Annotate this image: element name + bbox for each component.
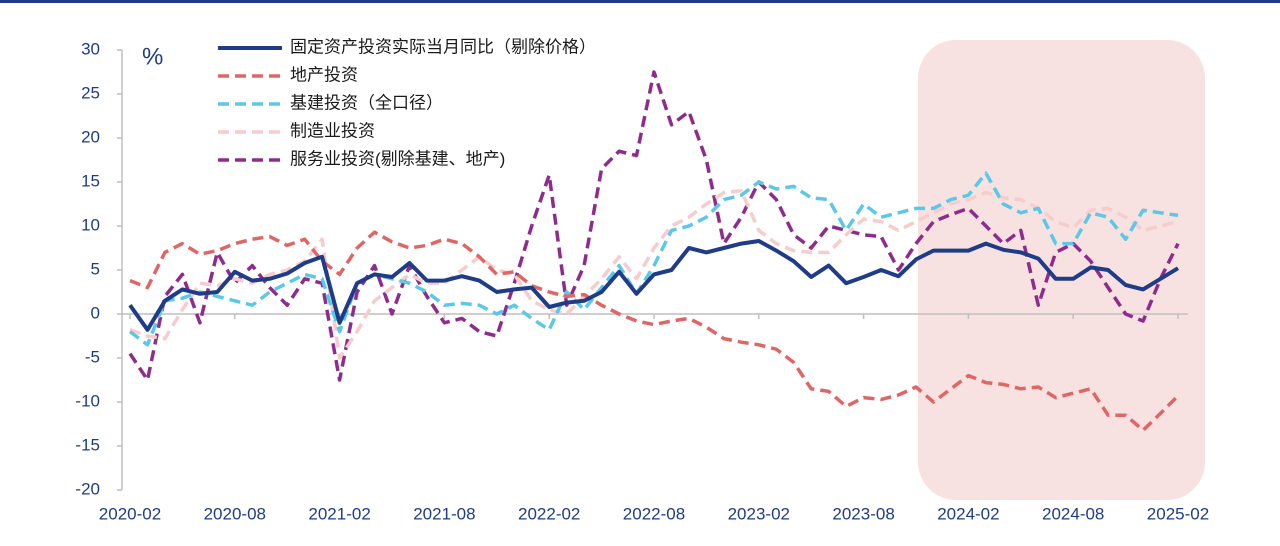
top-border [0, 0, 1280, 3]
y-tick-label: -20 [75, 479, 100, 498]
y-tick-label: 25 [81, 83, 100, 102]
y-tick-label: 30 [81, 39, 100, 58]
series-line [128, 171, 1179, 347]
y-tick-label: 5 [91, 259, 100, 278]
x-tick-label: 2025-02 [1147, 504, 1209, 523]
x-tick-label: 2023-02 [728, 504, 790, 523]
x-tick-label: 2024-08 [1042, 504, 1104, 523]
x-tick-label: 2021-02 [308, 504, 370, 523]
legend-label: 固定资产投资实际当月同比（剔除价格） [290, 37, 596, 56]
y-tick-label: 15 [81, 171, 100, 190]
legend-label: 制造业投资 [290, 121, 375, 140]
y-tick-label: 0 [91, 303, 100, 322]
legend-label: 服务业投资(剔除基建、地产) [290, 149, 505, 168]
highlight-region [918, 40, 1205, 500]
x-tick-label: 2020-02 [99, 504, 161, 523]
y-tick-label: -15 [75, 435, 100, 454]
y-tick-label: 10 [81, 215, 100, 234]
x-tick-label: 2021-08 [413, 504, 475, 523]
x-tick-label: 2022-08 [623, 504, 685, 523]
legend-label: 基建投资（全口径） [290, 93, 443, 112]
y-tick-label: 20 [81, 127, 100, 146]
series-line [128, 239, 1180, 332]
x-tick-label: 2024-02 [937, 504, 999, 523]
x-tick-label: 2020-08 [204, 504, 266, 523]
y-axis-unit: % [142, 43, 163, 70]
y-tick-label: -10 [75, 391, 100, 410]
series-line [128, 70, 1180, 382]
x-tick-label: 2022-02 [518, 504, 580, 523]
series-line [129, 230, 1180, 432]
x-tick-label: 2023-08 [832, 504, 894, 523]
y-tick-label: -5 [85, 347, 100, 366]
legend-label: 地产投资 [290, 65, 358, 84]
